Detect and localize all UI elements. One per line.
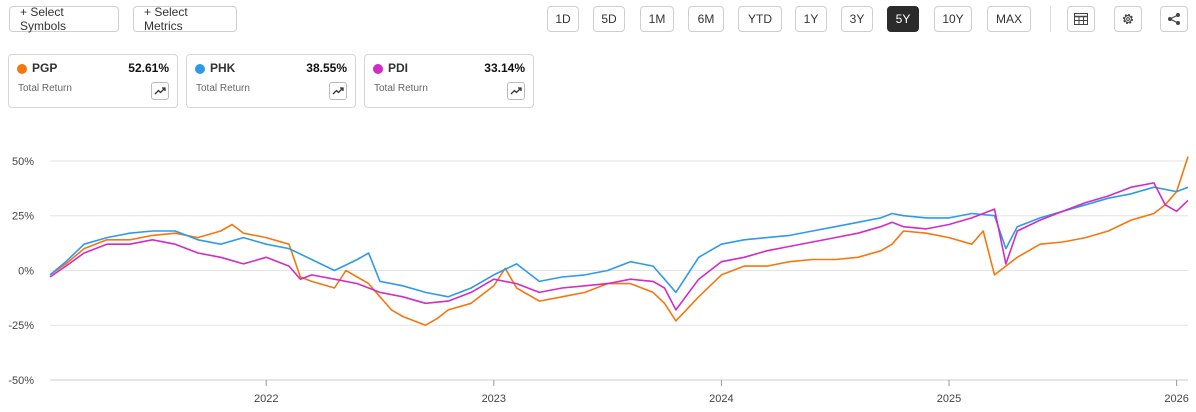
series-layer <box>49 156 1189 326</box>
share-icon <box>1168 13 1180 25</box>
y-tick-label: 50% <box>12 156 34 168</box>
metric-label: Total Return <box>374 83 428 94</box>
x-tick-label: 2026 <box>1164 393 1188 405</box>
period-5d-button[interactable]: 5D <box>593 6 625 32</box>
trend-up-icon <box>154 87 166 95</box>
series-line-pdi <box>49 182 1189 311</box>
x-tick-label: 2022 <box>254 393 278 405</box>
total-return-value: 52.61% <box>128 61 169 75</box>
period-max-button[interactable]: MAX <box>987 6 1031 32</box>
symbol-card-pgp[interactable]: PGP 52.61% Total Return <box>8 54 178 108</box>
x-tick-label: 2024 <box>709 393 733 405</box>
total-return-value: 38.55% <box>306 61 347 75</box>
period-10y-button[interactable]: 10Y <box>934 6 972 32</box>
y-tick-label: -50% <box>8 375 34 387</box>
table-icon <box>1074 13 1088 25</box>
symbol-ticker: PHK <box>210 61 236 75</box>
trend-up-icon <box>332 87 344 95</box>
y-tick-label: 25% <box>12 211 34 223</box>
toolbar: + Select Symbols + Select Metrics 1D 5D … <box>0 0 1196 44</box>
x-tick-label: 2025 <box>937 393 961 405</box>
trend-chart-button[interactable] <box>151 82 169 100</box>
grid-layer <box>50 160 1188 386</box>
table-view-button[interactable] <box>1067 6 1095 32</box>
period-6m-button[interactable]: 6M <box>688 6 724 32</box>
toolbar-divider <box>1050 6 1051 32</box>
total-return-chart[interactable]: 50% 25% 0% -25% -50% 2022 2023 2024 2025 2026 <box>0 110 1196 410</box>
settings-button[interactable] <box>1114 6 1142 32</box>
series-color-dot <box>17 64 27 74</box>
trend-chart-button[interactable] <box>329 82 347 100</box>
period-1y-button[interactable]: 1Y <box>795 6 827 32</box>
gear-icon <box>1122 13 1134 25</box>
metric-label: Total Return <box>196 83 250 94</box>
y-tick-label: 0% <box>18 265 34 277</box>
period-5y-button[interactable]: 5Y <box>887 6 919 32</box>
select-metrics-button[interactable]: + Select Metrics <box>133 5 237 33</box>
select-symbols-button[interactable]: + Select Symbols <box>9 5 119 33</box>
period-1m-button[interactable]: 1M <box>640 6 674 32</box>
period-ytd-button[interactable]: YTD <box>738 6 782 32</box>
label-layer: 50% 25% 0% -25% -50% 2022 2023 2024 2025 2026 <box>8 156 1189 405</box>
symbol-card-pdi[interactable]: PDI 33.14% Total Return <box>364 54 534 108</box>
metric-label: Total Return <box>18 83 72 94</box>
period-3y-button[interactable]: 3Y <box>841 6 873 32</box>
x-tick-label: 2023 <box>482 393 506 405</box>
total-return-value: 33.14% <box>484 61 525 75</box>
y-tick-label: -25% <box>8 320 34 332</box>
series-line-pgp <box>49 156 1189 326</box>
symbol-card-phk[interactable]: PHK 38.55% Total Return <box>186 54 356 108</box>
series-line-phk <box>49 186 1189 298</box>
series-color-dot <box>373 64 383 74</box>
period-1d-button[interactable]: 1D <box>547 6 579 32</box>
symbol-ticker: PDI <box>388 61 409 75</box>
share-button[interactable] <box>1160 6 1188 32</box>
series-color-dot <box>195 64 205 74</box>
trend-up-icon <box>510 87 522 95</box>
trend-chart-button[interactable] <box>507 82 525 100</box>
symbol-ticker: PGP <box>32 61 58 75</box>
